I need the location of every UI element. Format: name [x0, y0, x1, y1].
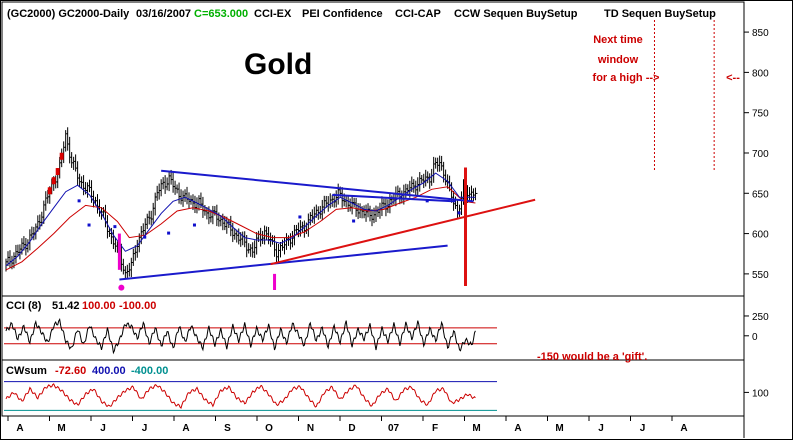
- cwsum-line: [5, 383, 476, 410]
- x-tick-label-2: J: [100, 423, 106, 434]
- x-tick-label-6: O: [265, 423, 273, 434]
- cci-line: [5, 317, 476, 355]
- chart-title: Gold: [244, 48, 312, 81]
- price-tick-label-550: 550: [752, 270, 769, 281]
- blue-marker-5: [192, 223, 196, 227]
- cwsum-legend: CWsum -72.60 400.00 -400.00: [6, 365, 168, 377]
- cwsum-tick-label-100: 100: [752, 388, 769, 399]
- blue-marker-2: [113, 225, 117, 229]
- price-tick-label-700: 700: [752, 149, 769, 160]
- trendline-blue-3: [332, 193, 456, 203]
- header-study-1: CCI-EX: [254, 8, 292, 20]
- cci-layer: [4, 317, 497, 355]
- x-tick-label-15: J: [640, 423, 646, 434]
- blue-marker-6: [298, 215, 302, 219]
- cwsum-value: -72.60: [55, 365, 86, 377]
- cci-value: 51.42: [52, 300, 80, 312]
- header-close: C=653.000: [194, 8, 248, 20]
- x-tick-label-8: D: [348, 423, 355, 434]
- blue-marker-9: [457, 211, 461, 215]
- trendline-blue-1: [161, 169, 474, 203]
- red-marker-1: [51, 177, 56, 185]
- time-window-line-3: for a high -->: [593, 72, 660, 84]
- time-window-arrow: <--: [726, 72, 740, 84]
- ma-fast-line: [5, 172, 476, 267]
- blue-marker-4: [167, 231, 171, 235]
- x-tick-label-14: J: [598, 423, 604, 434]
- gift-note: -150 would be a 'gift'.: [537, 351, 647, 363]
- x-tick-label-10: F: [432, 423, 438, 434]
- header-study-4: CCW Sequen BuySetup: [454, 8, 578, 20]
- blue-marker-3: [143, 235, 147, 239]
- blue-marker-7: [352, 219, 356, 223]
- blue-marker-1: [87, 223, 91, 227]
- cci-level-low: -100.00: [119, 300, 156, 312]
- price-tick-label-750: 750: [752, 109, 769, 120]
- price-tick-label-800: 800: [752, 68, 769, 79]
- y-axis-ticks: 850 800 750 700 650 600 550 250 0 100: [744, 28, 769, 399]
- cwsum-layer: [4, 381, 497, 411]
- cci-tick-label-250: 250: [752, 312, 769, 323]
- x-axis-ticks: A M J J A S O N D 07 F M A M J J A: [7, 416, 688, 434]
- time-window-line-2: window: [597, 54, 639, 66]
- x-tick-label-9: 07: [388, 423, 400, 434]
- cci-label: CCI (8): [6, 300, 42, 312]
- cci-level-high: 100.00: [82, 300, 116, 312]
- x-tick-label-12: A: [514, 423, 521, 434]
- cwsum-label: CWsum: [6, 365, 47, 377]
- header-study-3: CCI-CAP: [395, 8, 441, 20]
- header: (GC2000) GC2000-Daily 03/16/2007 C=653.0…: [7, 8, 716, 20]
- x-tick-label-13: M: [555, 423, 563, 434]
- cwsum-level-high: 400.00: [92, 365, 126, 377]
- blue-marker-0: [77, 199, 81, 203]
- cci-tick-label-0: 0: [752, 332, 758, 343]
- x-tick-label-4: A: [182, 423, 189, 434]
- price-tick-label-650: 650: [752, 189, 769, 200]
- x-tick-label-1: M: [57, 423, 65, 434]
- magenta-dot: [118, 284, 125, 291]
- x-tick-label-0: A: [16, 423, 23, 434]
- cci-legend: CCI (8) 51.42 100.00 -100.00: [6, 300, 156, 312]
- price-tick-label-850: 850: [752, 28, 769, 39]
- ma-slow-line: [5, 186, 476, 271]
- red-marker-2: [55, 168, 60, 176]
- header-study-5: TD Sequen BuySetup: [604, 8, 716, 20]
- x-tick-label-5: S: [224, 423, 231, 434]
- trendline-blue-0: [119, 244, 448, 281]
- red-marker-3: [59, 152, 64, 160]
- x-tick-label-16: A: [680, 423, 687, 434]
- cwsum-level-low: -400.00: [131, 365, 168, 377]
- header-study-2: PEI Confidence: [302, 8, 383, 20]
- x-tick-label-7: N: [307, 423, 314, 434]
- price-tick-label-600: 600: [752, 230, 769, 241]
- price-layer: [5, 20, 715, 291]
- red-marker-0: [47, 187, 52, 195]
- blue-marker-8: [425, 199, 429, 203]
- header-symbol: (GC2000) GC2000-Daily: [7, 8, 130, 20]
- trendline-red-2: [270, 198, 536, 266]
- x-tick-label-3: J: [142, 423, 148, 434]
- x-tick-label-11: M: [472, 423, 480, 434]
- header-date: 03/16/2007: [136, 8, 191, 20]
- time-window-line-1: Next time: [593, 34, 643, 46]
- time-window-annotation: Next time window for a high --> <--: [593, 34, 741, 84]
